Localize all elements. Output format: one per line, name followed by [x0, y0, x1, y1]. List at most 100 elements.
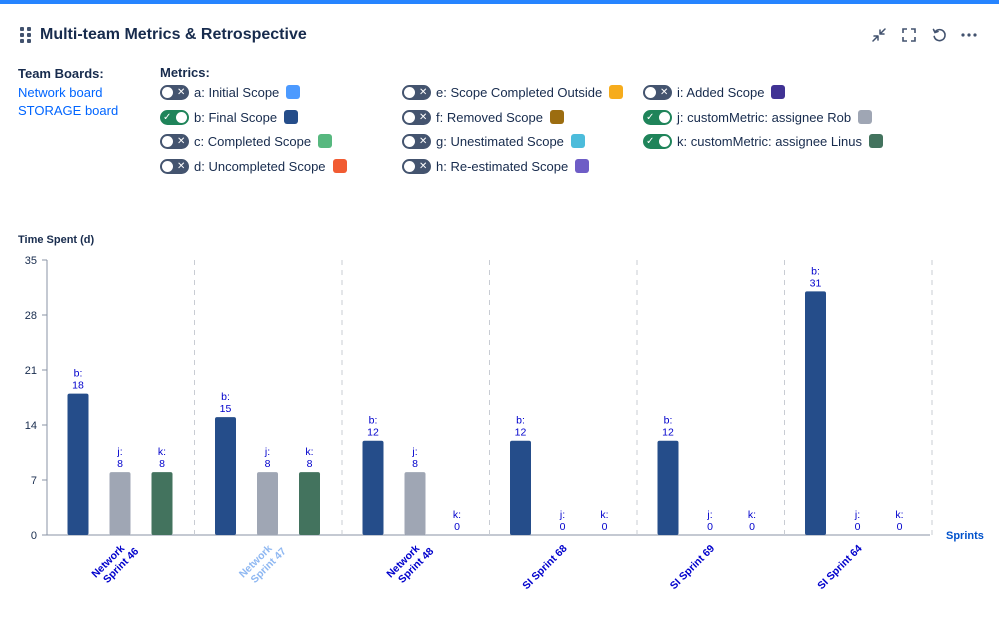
data-label-series: k: — [158, 446, 166, 458]
toggle-knob — [659, 135, 670, 147]
close-icon: ✕ — [177, 135, 186, 147]
refresh-icon[interactable] — [931, 27, 947, 43]
close-icon: ✕ — [419, 111, 428, 123]
metric-toggle[interactable]: ✕ — [160, 84, 189, 100]
data-label-value: 8 — [159, 458, 165, 470]
x-tick-label-line1: SI Sprint 64 — [815, 543, 864, 592]
metric-color-swatch — [609, 85, 624, 99]
data-label-value: 12 — [367, 427, 379, 439]
close-icon: ✕ — [660, 86, 669, 98]
data-label-value: 0 — [855, 521, 861, 533]
metric-toggle[interactable]: ✕ — [643, 84, 672, 100]
toggle-knob — [404, 135, 415, 147]
team-board-link-storage[interactable]: STORAGE board — [18, 103, 119, 118]
x-tick-label[interactable]: NetworkSprint 48 — [384, 537, 436, 589]
metric-item: ✓ j: customMetric: assignee Rob — [643, 108, 873, 126]
bar-j — [109, 472, 131, 535]
data-label-series: b: — [369, 415, 378, 427]
metric-label: d: Uncompleted Scope — [194, 158, 326, 174]
metric-toggle[interactable]: ✕ — [160, 158, 189, 174]
toggle-knob — [162, 86, 173, 98]
toggle-knob — [404, 86, 415, 98]
y-tick-label: 35 — [25, 255, 37, 267]
data-label-series: k: — [748, 509, 756, 521]
metric-color-swatch — [332, 159, 347, 173]
data-label-value: 8 — [412, 458, 418, 470]
bar-j — [257, 472, 278, 535]
data-label-series: j: — [116, 446, 122, 458]
x-tick-label[interactable]: NetworkSprint 47 — [237, 537, 289, 589]
data-label-value: 0 — [560, 521, 566, 533]
x-tick-label[interactable]: NetworkSprint 46 — [89, 537, 141, 589]
data-label-series: b: — [516, 415, 525, 427]
data-label-value: 0 — [454, 521, 460, 533]
x-axis-title: Sprints — [946, 530, 984, 542]
x-tick-label[interactable]: SI Sprint 68 — [520, 543, 569, 592]
close-icon: ✕ — [177, 160, 186, 172]
metric-label: k: customMetric: assignee Linus — [677, 133, 862, 149]
x-tick-label[interactable]: SI Sprint 69 — [668, 543, 717, 592]
metric-label: c: Completed Scope — [194, 133, 312, 149]
more-icon[interactable] — [961, 27, 977, 43]
metric-item: ✕ i: Added Scope — [643, 83, 786, 101]
metric-label: f: Removed Scope — [436, 109, 543, 125]
metric-toggle[interactable]: ✓ — [643, 133, 672, 149]
data-label-value: 0 — [897, 521, 903, 533]
metric-toggle[interactable]: ✕ — [402, 133, 431, 149]
data-label-series: j: — [411, 446, 417, 458]
metric-item: ✕ e: Scope Completed Outside — [402, 83, 624, 101]
bar-b — [215, 417, 236, 535]
team-board-link-network[interactable]: Network board — [18, 85, 103, 100]
x-tick-label[interactable]: SI Sprint 64 — [815, 543, 864, 592]
bar-k — [299, 472, 320, 535]
metric-color-swatch — [868, 134, 883, 148]
data-label-series: j: — [706, 509, 712, 521]
data-label-value: 15 — [220, 403, 232, 415]
metric-color-swatch — [284, 110, 299, 124]
minimize-icon[interactable] — [871, 27, 887, 43]
metric-toggle[interactable]: ✕ — [402, 109, 431, 125]
data-label-value: 31 — [810, 277, 822, 289]
data-label-value: 18 — [72, 380, 84, 392]
metric-toggle[interactable]: ✕ — [402, 84, 431, 100]
toggle-knob — [404, 111, 415, 123]
metric-label: e: Scope Completed Outside — [436, 84, 603, 100]
data-label-series: j: — [264, 446, 270, 458]
data-label-value: 8 — [307, 458, 313, 470]
drag-handle-icon[interactable] — [20, 27, 34, 43]
metric-toggle[interactable]: ✕ — [160, 133, 189, 149]
data-label-series: j: — [854, 509, 860, 521]
metric-toggle[interactable]: ✓ — [160, 109, 189, 125]
metric-item: ✓ b: Final Scope — [160, 108, 299, 126]
data-label-value: 0 — [749, 521, 755, 533]
bar-k — [151, 472, 173, 535]
x-tick-label-line1: SI Sprint 69 — [668, 543, 717, 592]
data-label-value: 8 — [117, 458, 123, 470]
toggle-knob — [659, 111, 670, 123]
bar-chart: Time Spent (d)0714212835Sprintsb:18j:8k:… — [18, 234, 984, 592]
y-tick-label: 14 — [25, 420, 37, 432]
metric-toggle[interactable]: ✓ — [643, 109, 672, 125]
toggle-knob — [404, 160, 415, 172]
card-title: Multi-team Metrics & Retrospective — [40, 26, 307, 43]
metric-color-swatch — [858, 110, 873, 124]
data-label-series: k: — [453, 509, 461, 521]
metric-color-swatch — [549, 110, 564, 124]
data-label-value: 8 — [265, 458, 271, 470]
y-tick-label: 21 — [25, 365, 37, 377]
team-boards: Team Boards: Network board STORAGE board — [18, 65, 118, 120]
metric-toggle[interactable]: ✕ — [402, 158, 431, 174]
data-label-series: k: — [305, 446, 313, 458]
toggle-knob — [176, 111, 187, 123]
metric-label: i: Added Scope — [677, 84, 765, 100]
close-icon: ✕ — [177, 86, 186, 98]
data-label-series: b: — [664, 415, 673, 427]
metric-color-swatch — [575, 159, 590, 173]
card-header: Multi-team Metrics & Retrospective — [20, 26, 307, 44]
data-label-value: 0 — [707, 521, 713, 533]
bar-b — [510, 440, 531, 535]
fullscreen-icon[interactable] — [901, 27, 917, 43]
y-tick-label: 0 — [31, 530, 37, 542]
data-label-value: 0 — [602, 521, 608, 533]
close-icon: ✕ — [419, 86, 428, 98]
